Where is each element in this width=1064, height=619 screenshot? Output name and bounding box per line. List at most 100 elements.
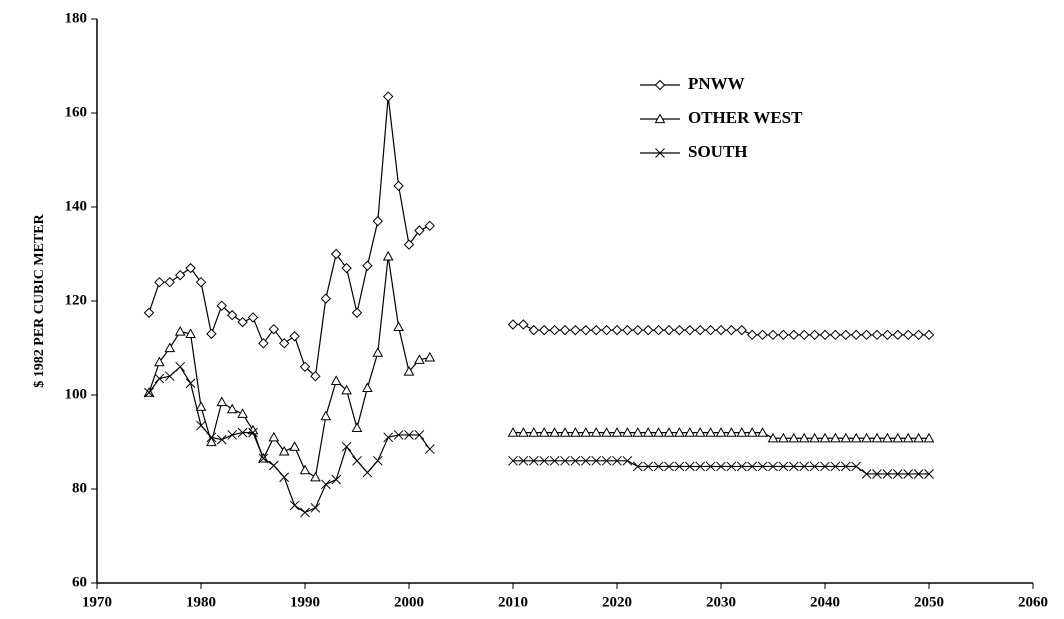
marker [798, 432, 810, 443]
marker [226, 309, 238, 321]
marker [320, 410, 332, 421]
marker [778, 432, 789, 443]
marker [393, 321, 404, 331]
marker [341, 384, 352, 395]
marker [663, 427, 675, 437]
marker [767, 329, 779, 341]
marker [289, 500, 300, 511]
marker [164, 342, 176, 353]
marker [414, 354, 425, 364]
marker [331, 474, 342, 485]
marker [382, 250, 394, 261]
marker [695, 461, 706, 472]
marker [393, 180, 404, 192]
marker [549, 324, 560, 336]
marker [851, 461, 862, 472]
marker [559, 427, 571, 437]
legend-label: SOUTH [688, 142, 748, 161]
marker [726, 324, 737, 336]
marker [840, 461, 851, 472]
marker [404, 430, 414, 440]
marker [726, 427, 737, 437]
marker [655, 148, 665, 158]
marker [424, 351, 436, 362]
marker [299, 464, 311, 475]
marker [924, 469, 934, 479]
marker [258, 338, 269, 349]
marker [248, 427, 258, 438]
x-tick-label: 2060 [1018, 594, 1048, 610]
marker [632, 427, 644, 437]
marker [559, 324, 571, 336]
marker [736, 461, 747, 472]
marker [185, 378, 196, 389]
marker [549, 427, 560, 437]
marker [768, 461, 778, 472]
marker [278, 338, 290, 349]
marker [653, 324, 664, 336]
marker [643, 461, 654, 472]
x-tick-label: 2050 [914, 594, 944, 610]
marker [601, 455, 612, 466]
marker [663, 324, 675, 336]
marker [216, 396, 228, 407]
marker [684, 324, 696, 336]
marker [601, 427, 612, 437]
marker [913, 469, 924, 479]
marker [664, 461, 674, 472]
marker [185, 328, 196, 338]
marker [788, 329, 800, 341]
marker [674, 427, 685, 437]
marker [539, 455, 550, 466]
marker [362, 260, 373, 271]
marker [372, 455, 383, 466]
marker [154, 356, 165, 367]
marker [351, 422, 363, 432]
marker [289, 441, 300, 451]
marker [654, 113, 666, 124]
marker [632, 461, 643, 472]
marker [154, 373, 165, 384]
x-tick-label: 1970 [82, 594, 112, 610]
marker [747, 461, 758, 472]
marker [414, 225, 425, 236]
marker [903, 469, 914, 479]
marker [809, 461, 820, 472]
marker [237, 408, 248, 418]
marker [861, 432, 872, 443]
marker [601, 324, 612, 336]
marker [310, 471, 321, 482]
marker [694, 324, 706, 336]
marker [882, 469, 893, 479]
x-tick-label: 2030 [706, 594, 736, 610]
marker [320, 479, 331, 490]
marker [861, 329, 872, 341]
marker [923, 329, 935, 341]
marker [372, 347, 384, 357]
marker [892, 329, 904, 341]
marker [508, 455, 518, 466]
marker [226, 403, 238, 414]
marker [341, 262, 352, 274]
marker [654, 79, 666, 91]
y-axis-label: $ 1982 PER CUBIC METER [32, 213, 47, 387]
y-tick-label: 180 [65, 10, 88, 26]
marker [913, 432, 924, 443]
marker [258, 453, 269, 464]
marker [518, 455, 529, 466]
marker [923, 432, 935, 443]
marker [175, 361, 186, 372]
marker [788, 432, 800, 443]
marker [715, 427, 727, 437]
marker [518, 427, 529, 437]
y-tick-label: 140 [65, 198, 88, 214]
marker [580, 455, 591, 466]
marker [538, 427, 550, 437]
marker [310, 502, 321, 513]
marker [830, 461, 841, 472]
marker [237, 427, 248, 438]
marker [570, 455, 581, 466]
marker [216, 434, 227, 445]
marker [746, 427, 758, 437]
marker [705, 324, 716, 336]
